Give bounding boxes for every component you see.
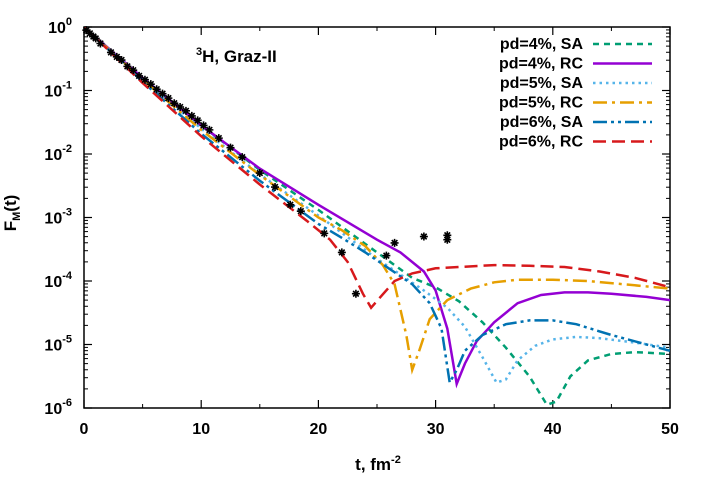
data-point [443, 231, 452, 240]
data-point [419, 232, 428, 241]
data-point [286, 200, 295, 209]
data-point [205, 125, 214, 134]
legend-label-4: pd=5%, RC [499, 95, 583, 112]
data-point [96, 39, 105, 48]
y-tick-label: 10-5 [44, 334, 72, 355]
data-point [158, 89, 167, 98]
experimental-points [82, 26, 452, 298]
y-tick-label: 10-6 [44, 397, 72, 418]
data-point [199, 121, 208, 130]
x-tick-label: 20 [310, 421, 328, 438]
x-tick-label: 40 [544, 421, 562, 438]
data-point [129, 66, 138, 75]
data-point [193, 116, 202, 125]
data-point [271, 183, 280, 192]
legend-label-6: pd=6%, RC [499, 134, 583, 151]
legend-label-2: pd=4%, RC [499, 56, 583, 73]
data-point [85, 29, 94, 38]
data-point [106, 48, 115, 57]
data-point [226, 143, 235, 152]
data-point [337, 248, 346, 257]
x-tick-label: 10 [192, 421, 210, 438]
y-axis-label: FM(t) [1, 195, 23, 232]
x-tick-label: 50 [661, 421, 679, 438]
legend: pd=4%, SA pd=4%, RC pd=5%, SA pd=5%, RC pd=6… [499, 36, 652, 151]
x-tick-label: 30 [427, 421, 445, 438]
data-point [112, 52, 121, 61]
y-tick-label: 10-4 [44, 270, 72, 291]
legend-label-3: pd=5%, SA [500, 75, 584, 92]
data-point [117, 56, 126, 65]
data-point [187, 111, 196, 120]
data-point [164, 94, 173, 103]
data-point [170, 99, 179, 108]
data-point [176, 103, 185, 112]
series-line-3 [84, 27, 670, 385]
series-line-6 [84, 27, 670, 310]
y-tick-label: 10-2 [44, 143, 72, 164]
x-tick-label: 0 [80, 421, 89, 438]
x-axis-label: t, fm-2 [355, 454, 401, 474]
data-point [390, 238, 399, 247]
data-point [351, 289, 360, 298]
legend-label-1: pd=4%, SA [500, 36, 584, 53]
y-tick-label: 100 [48, 16, 72, 37]
data-point [91, 34, 100, 43]
y-axis: 100 10-1 10-2 10-3 10-4 10-5 10-6 [44, 16, 670, 418]
data-point [382, 251, 391, 260]
y-tick-label: 10-1 [44, 80, 72, 101]
data-point [443, 235, 452, 244]
data-point [82, 26, 91, 35]
y-tick-label: 10-3 [44, 207, 72, 228]
data-point [320, 229, 329, 238]
data-point [238, 153, 247, 162]
data-point [214, 134, 223, 143]
data-point [140, 75, 149, 84]
data-point [152, 85, 161, 94]
series-line-4 [84, 27, 670, 375]
data-point [123, 62, 132, 71]
chart-annotation: 3H, Graz-II [196, 46, 277, 66]
data-point [135, 71, 144, 80]
data-point [181, 106, 190, 115]
x-axis: 0 10 20 30 40 50 [80, 27, 679, 438]
legend-label-5: pd=6%, SA [500, 114, 584, 131]
series-line-5 [84, 27, 670, 387]
data-point [296, 207, 305, 216]
data-point [255, 169, 264, 178]
data-point [146, 80, 155, 89]
